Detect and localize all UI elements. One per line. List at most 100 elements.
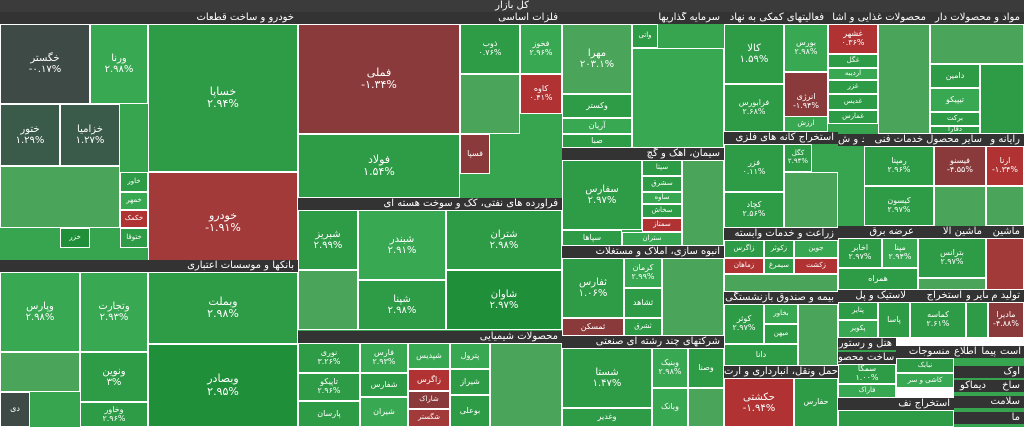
stock-tile[interactable]: شپدیس <box>408 343 450 369</box>
sector-30[interactable]: اطلاع <box>954 346 976 366</box>
sector-22[interactable]: استخراج کماسه ۲.۶۱% <box>910 290 966 338</box>
stock-tile[interactable]: غدیس <box>828 94 878 110</box>
stock-tile[interactable]: ثشرق <box>624 318 662 336</box>
stock-tile[interactable]: ارنا -۱.۳۴% <box>986 146 1024 186</box>
stock-tile[interactable]: خکمک <box>120 210 148 228</box>
stock-tile[interactable]: ثشاهد <box>624 288 662 318</box>
sector-17[interactable]: عرضه برق اخابر ۲.۹۷% مپنا ۲.۹۴% همراه <box>838 226 918 290</box>
sector-25[interactable]: هتل و رستور <box>838 338 896 352</box>
stock-tile[interactable]: اخابر ۲.۹۷% <box>838 238 882 268</box>
stock-tile[interactable]: فارس ۲.۹۳% <box>360 343 408 373</box>
stock-tile[interactable]: فولاد ۱.۵۴% <box>298 134 460 198</box>
sector-15[interactable]: رایانه و ارنا -۱.۳۴% <box>986 134 1024 226</box>
stock-tile[interactable]: دانا <box>724 344 798 366</box>
stock-tile[interactable]: وتجارت ۲.۹۳% <box>80 272 148 352</box>
stock-tile[interactable]: ختوقا <box>120 228 148 248</box>
stock-tile[interactable]: خودرو -۱.۹۱% <box>148 172 298 260</box>
stock-tile[interactable]: زماهان <box>724 258 764 274</box>
stock-tile[interactable]: ستران <box>622 232 682 246</box>
stock-tile[interactable]: سشرق <box>642 176 682 192</box>
stock-tile[interactable]: نبابک <box>896 358 954 373</box>
stock-tile[interactable]: کگل ۲.۹۴% <box>784 144 812 172</box>
stock-tile[interactable]: رمپنا ۲.۹۶% <box>864 146 934 186</box>
stock-tile[interactable]: ذوب ۰.۷۶% <box>460 24 520 74</box>
stock-tile[interactable]: شگستر <box>408 409 450 427</box>
stock-tile[interactable]: مادیرا -۴.۸۸% <box>988 302 1024 338</box>
sector-1[interactable]: بانکها و موسسات اعتباری وبملت ۲.۹۸% وبصادر ۲… <box>0 260 298 427</box>
stock-tile[interactable]: شپنا ۲.۹۸% <box>358 280 446 330</box>
stock-tile[interactable]: شیراز <box>450 369 490 395</box>
stock-tile[interactable]: خمهر <box>120 192 148 210</box>
stock-tile[interactable]: وبنیک ۲.۹۸% <box>652 348 688 388</box>
sector-23[interactable]: سایر و <box>966 290 988 338</box>
stock-tile[interactable]: سپتا <box>642 160 682 176</box>
stock-tile[interactable]: اردیبه <box>828 68 878 80</box>
stock-tile[interactable]: ونوین ۳% <box>80 352 148 402</box>
stock-tile[interactable]: شاراک <box>408 391 450 409</box>
stock-tile-small[interactable] <box>460 74 520 134</box>
stock-tile[interactable]: حکشتی -۱.۹۴% <box>724 378 794 427</box>
stock-tile[interactable]: خساپا ۲.۹۴% <box>148 24 298 172</box>
sector-3[interactable]: فراورده های نفتی، کک و سوخت هسته ای شتران… <box>298 198 562 331</box>
stock-tile[interactable]: زاگرس <box>724 240 764 258</box>
sector-14[interactable]: قند و ش <box>838 134 864 226</box>
stock-tile-small[interactable] <box>688 388 724 427</box>
sector-0[interactable]: خودرو و ساخت قطعات خساپا ۲.۹۴% خودرو -۱.۹۱% و… <box>0 12 298 260</box>
stock-tile-small[interactable] <box>838 410 954 427</box>
sector-16[interactable]: زراعت و خدمات وابسته زاگرس زکوثر جوین زماهان… <box>724 228 838 292</box>
stock-tile[interactable]: ورنا ۲.۹۸% <box>90 24 148 104</box>
stock-tile[interactable]: وکستر <box>562 94 632 118</box>
sector-37[interactable]: ما <box>954 412 1024 427</box>
stock-tile[interactable]: پتایر <box>838 302 878 320</box>
stock-tile[interactable]: وغدیر <box>562 408 652 427</box>
stock-tile-small[interactable] <box>980 64 1024 134</box>
stock-tile[interactable]: خزامیا ۱.۲۷% <box>60 104 120 166</box>
sector-9[interactable]: فعالیتهای کمکی به نهاد کالا ۱.۵۹% بورس ۲.۹۸%… <box>724 12 828 132</box>
stock-tile[interactable]: بورس ۲.۹۸% <box>784 24 828 72</box>
stock-tile[interactable]: بترانس ۲.۹۷% <box>918 238 986 278</box>
stock-tile[interactable]: برکت <box>930 112 980 126</box>
sector-29[interactable]: استخراج نف <box>838 398 954 427</box>
sector-5[interactable]: سرمایه گذاریها مهرا ۲۰۳.۱% وکستر واتی آریان صب… <box>562 12 724 148</box>
stock-tile-small[interactable] <box>986 238 1024 290</box>
sector-18[interactable]: ماشین آلا بترانس ۲.۹۷% <box>918 226 986 290</box>
sector-11[interactable]: مواد و محصولات دار دامین تیپیکو برکت دفارا <box>930 12 1024 134</box>
stock-tile-small[interactable] <box>878 24 930 134</box>
stock-tile[interactable]: کرمان ۲.۹۹% <box>624 258 662 288</box>
stock-tile[interactable]: خگستر -۰.۱۷% <box>0 24 90 104</box>
stock-tile[interactable]: ارزش <box>784 116 828 132</box>
stock-tile[interactable]: همراه <box>838 268 918 290</box>
stock-tile[interactable]: سمتاز <box>642 218 682 232</box>
stock-tile[interactable]: کچاد ۲.۵۶% <box>724 192 784 228</box>
stock-tile-small[interactable] <box>724 274 838 292</box>
stock-tile[interactable]: کاشی و سر <box>896 373 954 388</box>
stock-tile-small[interactable] <box>490 343 562 427</box>
sector-12[interactable]: استخراج کانه های فلزی فزر ۰.۱۱% کگل ۲.۹۴% کچا… <box>724 132 838 228</box>
stock-tile[interactable]: کیسون ۲.۹۷% <box>864 186 934 226</box>
stock-tile[interactable]: وبملت ۲.۹۸% <box>148 272 298 344</box>
stock-tile-small[interactable] <box>298 270 358 330</box>
sector-19[interactable]: ماشین <box>986 226 1024 290</box>
stock-tile[interactable]: غمارس <box>828 110 878 124</box>
stock-tile[interactable]: تیپیکو <box>930 88 980 112</box>
stock-tile[interactable]: خاور <box>120 172 148 192</box>
stock-tile[interactable]: سپاها <box>562 230 622 246</box>
stock-tile[interactable]: مهرا ۲۰۳.۱% <box>562 24 632 94</box>
sector-7[interactable]: انبوه سازی، املاک و مستغلات ثفارس ۱.۰۶% کرم… <box>562 246 724 336</box>
stock-tile-small[interactable] <box>0 166 120 228</box>
stock-tile[interactable]: سمگا ۱.۰۰% <box>838 364 896 384</box>
sector-4[interactable]: محصولات شیمیایی نوری ۳.۲۶% فارس ۲.۹۳% تاپیکو ۲… <box>298 331 562 427</box>
stock-tile[interactable]: زکشت <box>794 258 838 274</box>
stock-tile[interactable]: پترول <box>450 343 490 369</box>
stock-tile-small[interactable] <box>934 186 986 226</box>
stock-tile-small[interactable] <box>918 278 986 290</box>
sector-10[interactable]: محصولات غذایی و آشا غشهر ۰.۳۶% غگل غزر غدیس غم… <box>828 12 930 134</box>
stock-tile[interactable]: جوین <box>794 240 838 258</box>
stock-tile[interactable]: بخاور <box>764 304 798 324</box>
stock-tile[interactable]: تاپیکو ۲.۹۶% <box>298 373 360 401</box>
stock-tile[interactable]: آریان <box>562 118 632 134</box>
sector-34[interactable]: دیماکو <box>954 380 990 396</box>
stock-tile[interactable]: ثمسکن <box>562 318 624 336</box>
stock-tile[interactable]: شتران ۲.۹۸% <box>446 210 562 270</box>
stock-tile-small[interactable] <box>0 352 80 392</box>
